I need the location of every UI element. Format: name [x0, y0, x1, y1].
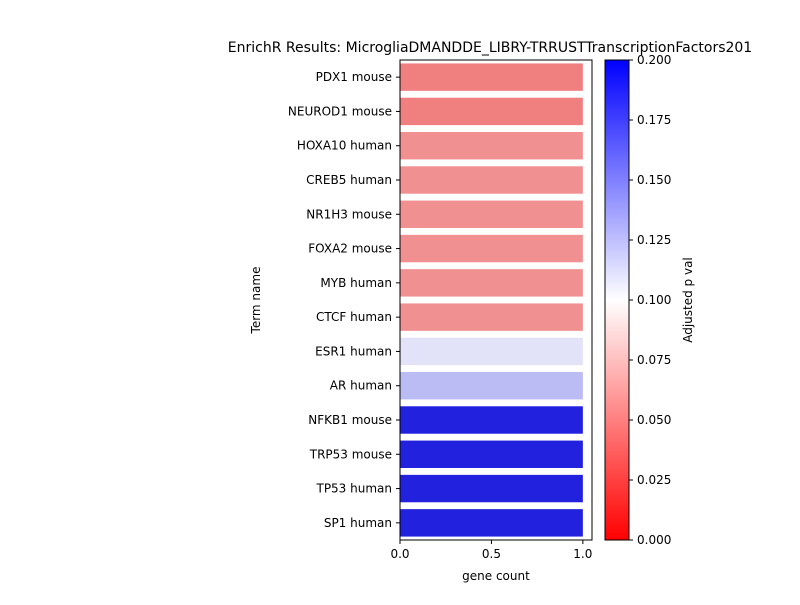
bar-8 [400, 337, 583, 366]
colorbar-tick-label-2: 0.050 [637, 413, 671, 427]
category-label-5: FOXA2 mouse [308, 242, 392, 256]
colorbar: 0.000 0.025 0.050 0.075 0.100 0.125 0.150 0.175… [604, 53, 695, 547]
bar-6 [400, 269, 583, 297]
category-label-12: TP53 human [315, 482, 392, 496]
bar-1 [400, 97, 583, 126]
category-label-4: NR1H3 mouse [306, 207, 392, 221]
bar-5 [400, 234, 583, 263]
colorbar-tick-label-6: 0.150 [637, 173, 671, 187]
y-axis-label: Term name [249, 267, 263, 335]
bar-11 [400, 440, 583, 468]
bar-2 [400, 132, 583, 160]
colorbar-label: Adjusted p val [681, 257, 695, 343]
x-tick-label-2: 1.0 [573, 547, 592, 561]
colorbar-tick-label-4: 0.100 [637, 293, 671, 307]
category-label-7: CTCF human [316, 310, 392, 324]
bars-layer [400, 63, 583, 537]
x-axis: 0.0 0.5 1.0 [390, 540, 592, 561]
bar-3 [400, 166, 583, 194]
colorbar-ticks: 0.000 0.025 0.050 0.075 0.100 0.125 0.150 0.175… [629, 53, 671, 547]
category-labels: PDX1 mouse NEUROD1 mouse HOXA10 human CREB5… [288, 70, 400, 530]
colorbar-tick-label-8: 0.200 [637, 53, 671, 67]
bar-0 [400, 63, 583, 91]
colorbar-tick-label-3: 0.075 [637, 353, 671, 367]
category-label-8: ESR1 human [315, 344, 392, 358]
bar-13 [400, 509, 583, 537]
x-tick-label-0: 0.0 [390, 547, 409, 561]
colorbar-gradient [604, 59, 630, 541]
category-label-1: NEUROD1 mouse [288, 104, 392, 118]
bar-12 [400, 474, 583, 503]
colorbar-tick-label-0: 0.000 [637, 533, 671, 547]
bar-10 [400, 406, 583, 434]
chart-title: EnrichR Results: MicrogliaDMANDDE_LIBRY-… [228, 40, 752, 56]
category-label-9: AR human [330, 379, 392, 393]
bar-4 [400, 200, 583, 228]
category-label-0: PDX1 mouse [316, 70, 392, 84]
category-label-3: CREB5 human [306, 173, 392, 187]
colorbar-tick-label-5: 0.125 [637, 233, 671, 247]
category-label-6: MYB human [320, 276, 392, 290]
category-label-2: HOXA10 human [297, 139, 392, 153]
category-label-11: TRP53 mouse [309, 447, 392, 461]
category-label-13: SP1 human [324, 516, 392, 530]
category-label-10: NFKB1 mouse [308, 413, 392, 427]
x-axis-label: gene count [462, 569, 530, 583]
colorbar-tick-label-1: 0.025 [637, 473, 671, 487]
plot-frame [399, 59, 593, 541]
colorbar-tick-label-7: 0.175 [637, 113, 671, 127]
bar-7 [400, 303, 583, 331]
x-tick-label-1: 0.5 [482, 547, 501, 561]
bar-9 [400, 372, 583, 400]
